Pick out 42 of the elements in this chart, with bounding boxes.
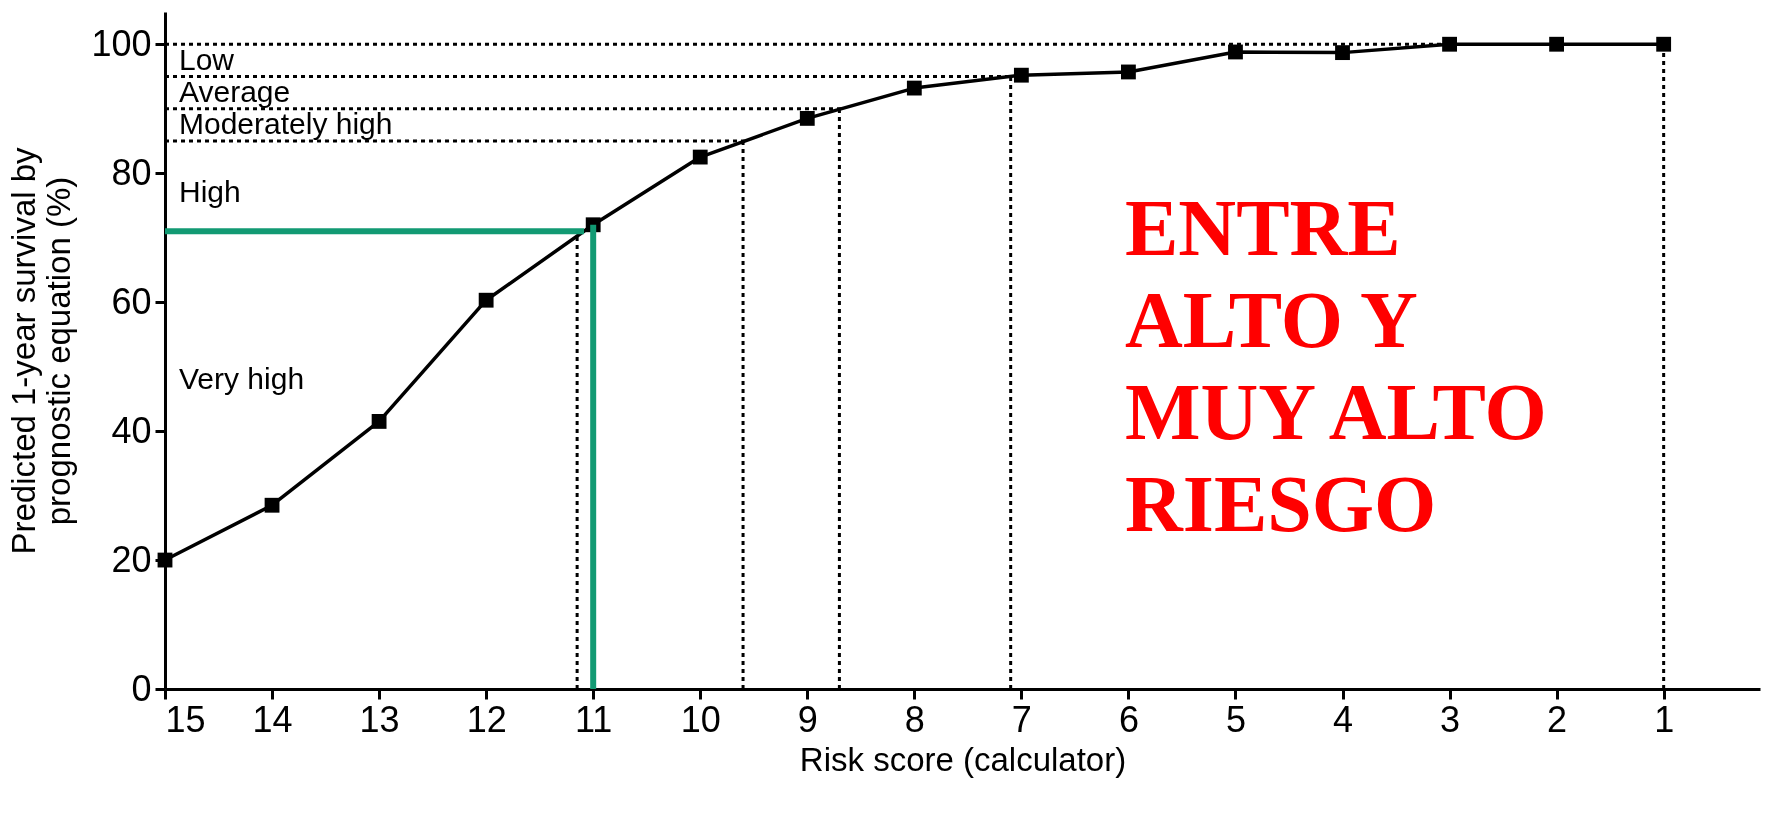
x-tick-label: 4 [1333,698,1354,740]
y-tick-label: 60 [111,280,152,322]
point [1549,36,1565,52]
x-tick-label: 3 [1440,698,1461,740]
x-tick-label: 1 [1654,698,1675,740]
x-axis-title: Risk score (calculator) [799,740,1127,778]
point [799,110,815,126]
x-tick-label: 10 [680,698,721,740]
x-tick-label: 7 [1011,698,1032,740]
x-tick-label: 6 [1118,698,1139,740]
point [1335,45,1350,61]
x-tick-label: 13 [359,698,400,740]
annotation: Average [179,75,291,108]
annotation: ENTRE ALTO Y MUY ALTO RIESGO [1125,184,1547,548]
x-tick-label: 12 [466,698,507,740]
x-tick-label: 15 [165,698,206,740]
point [264,497,280,513]
point [478,292,494,308]
x-tick-label: 5 [1225,698,1246,740]
point [692,149,708,165]
point [1228,44,1243,60]
y-tick-label: 20 [111,538,152,580]
x-tick-label: 8 [904,698,925,740]
point [1121,64,1136,80]
y-tick-label: 100 [91,22,152,64]
y-axis-title: Predicted 1-year survival by prognostic equation (%) [5,146,78,555]
annotation: High [179,175,241,208]
annotation: Low [179,43,235,76]
point [1013,67,1029,83]
x-tick-label: 2 [1547,698,1568,740]
point [906,80,922,96]
x-tick-label: 9 [797,698,818,740]
x-tick-label: 14 [252,698,293,740]
annotation: Moderately high [179,107,393,140]
y-tick-label: 40 [111,409,152,451]
y-tick-label: 0 [131,667,152,709]
annotation: Very high [179,362,305,395]
point [1656,36,1672,52]
y-tick-label: 80 [111,151,152,193]
point [1442,36,1457,52]
x-tick-label: 11 [575,698,613,740]
point [371,414,387,429]
